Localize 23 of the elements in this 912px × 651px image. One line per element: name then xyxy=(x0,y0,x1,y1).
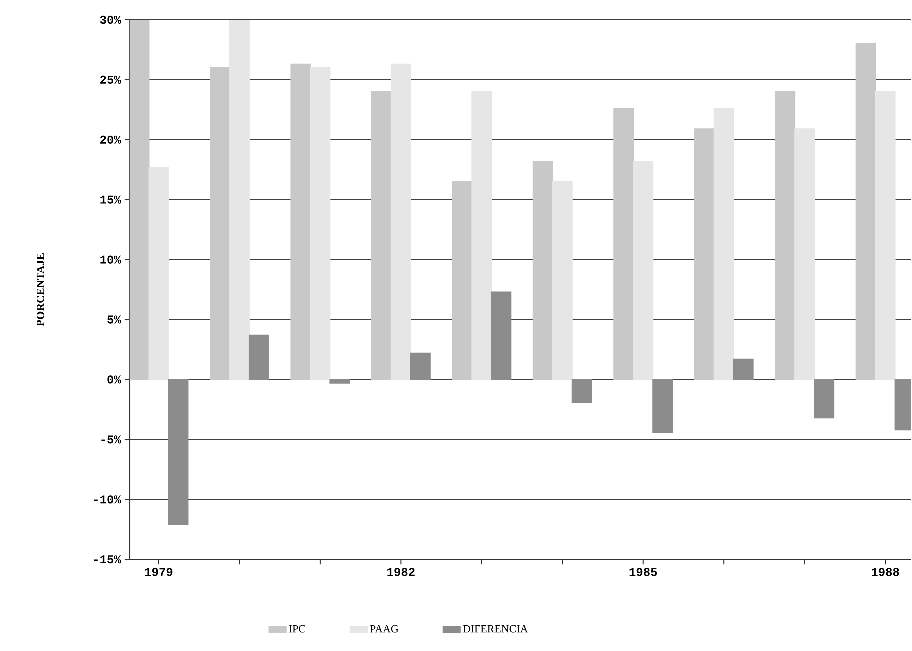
y-tick-label: 25% xyxy=(100,76,122,84)
y-tick-label: 30% xyxy=(100,16,122,24)
y-tick-label: -10% xyxy=(94,496,122,504)
bar xyxy=(814,379,835,419)
y-tick-label: -15% xyxy=(94,556,122,564)
y-tick-label: 0% xyxy=(108,376,122,384)
bar xyxy=(572,379,592,404)
y-tick-label: 5% xyxy=(108,316,122,324)
y-tick-label: 20% xyxy=(100,136,122,144)
legend-label: DIFERENCIA xyxy=(463,626,528,633)
x-tick-label: 1985 xyxy=(630,568,658,576)
bar xyxy=(410,353,431,380)
x-tick-label: 1982 xyxy=(388,568,415,576)
legend-label: PAAG xyxy=(370,626,399,633)
y-tick-label: -5% xyxy=(102,436,122,444)
x-tick-label: 1979 xyxy=(145,568,173,576)
y-axis-title: PORCENTAJE xyxy=(36,254,44,327)
legend-label: IPC xyxy=(289,626,306,633)
x-tick-label: 1988 xyxy=(872,568,900,576)
bar xyxy=(652,379,674,434)
bar xyxy=(248,335,270,380)
y-tick-label: 15% xyxy=(100,196,122,204)
y-tick-label: 10% xyxy=(100,256,122,264)
